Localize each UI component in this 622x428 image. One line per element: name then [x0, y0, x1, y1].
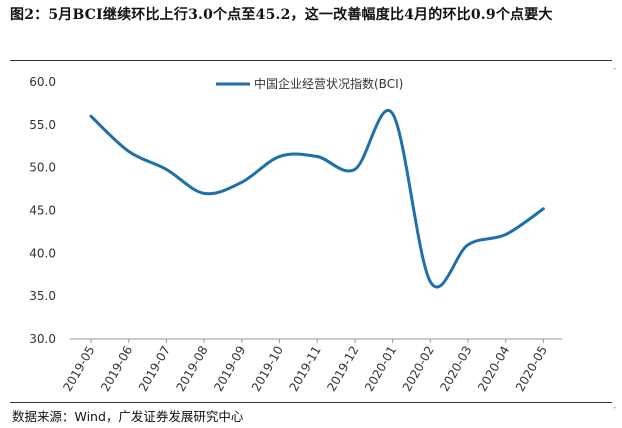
data-point — [466, 243, 470, 247]
data-point — [278, 155, 282, 159]
top-rule — [10, 60, 612, 61]
bottom-rule — [10, 402, 612, 403]
data-point — [240, 180, 244, 184]
chart-legend: 中国企业经营状况指数(BCI) — [216, 76, 403, 91]
x-tick-label: 2019-07 — [136, 344, 173, 394]
y-tick-label: 45.0 — [29, 204, 56, 218]
side-mark-top: - — [613, 64, 617, 74]
x-tick-label: 2020-05 — [513, 344, 550, 394]
data-point — [541, 207, 545, 211]
x-tick-label: 2020-02 — [400, 344, 437, 394]
data-point — [164, 167, 168, 171]
x-tick-label: 2020-03 — [437, 344, 474, 394]
legend-label: 中国企业经营状况指数(BCI) — [254, 76, 403, 91]
data-point — [127, 149, 131, 153]
x-tick-label: 2019-06 — [98, 344, 135, 394]
y-tick-label: 35.0 — [29, 289, 56, 303]
data-point — [202, 191, 206, 195]
x-tick-label: 2019-12 — [324, 344, 361, 394]
y-tick-label: 40.0 — [29, 246, 56, 260]
y-axis: 30.0 35.0 40.0 45.0 50.0 55.0 60.0 — [29, 75, 56, 346]
y-tick-label: 30.0 — [29, 332, 56, 346]
data-point — [353, 167, 357, 171]
data-point — [391, 112, 395, 116]
bci-series-line — [89, 109, 545, 289]
bci-line-chart: 中国企业经营状况指数(BCI) 30.0 35.0 40.0 45.0 50.0 55.0… — [29, 75, 562, 394]
x-tick-label: 2020-04 — [475, 344, 512, 394]
figure-title: 图2：5月BCI继续环比上行3.0个点至45.2，这一改善幅度比4月的环比0.9… — [10, 7, 553, 23]
x-tick-label: 2019-05 — [60, 344, 97, 394]
x-tick-label: 2019-10 — [249, 344, 286, 394]
x-axis: 2019-05 2019-06 2019-07 2019-08 2019-09 2019-… — [60, 339, 550, 394]
data-point — [504, 232, 508, 236]
y-tick-label: 60.0 — [29, 75, 56, 89]
data-point — [428, 280, 432, 284]
data-points — [89, 112, 545, 284]
x-tick-label: 2019-08 — [174, 344, 211, 394]
x-tick-label: 2019-09 — [211, 344, 248, 394]
side-mark-bottom: - — [613, 403, 617, 413]
y-tick-label: 55.0 — [29, 118, 56, 132]
y-tick-label: 50.0 — [29, 161, 56, 175]
x-tick-label: 2020-01 — [362, 344, 399, 394]
data-point — [315, 155, 319, 159]
x-tick-label: 2019-11 — [287, 344, 324, 394]
data-point — [89, 114, 93, 118]
source-note: 数据来源：Wind，广发证券发展研究中心 — [12, 409, 244, 424]
